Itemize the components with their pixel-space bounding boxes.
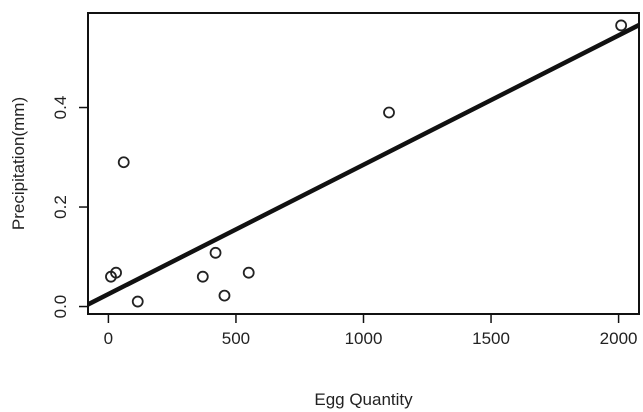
y-axis: 0.0 0.2 0.4 xyxy=(51,96,88,319)
x-axis: 0 500 1000 1500 2000 xyxy=(104,314,638,348)
data-point-5 xyxy=(196,270,209,283)
x-tick-label-1500: 1500 xyxy=(472,329,510,348)
y-tick-label-0.2: 0.2 xyxy=(51,195,70,219)
data-point-2 xyxy=(110,266,122,279)
x-axis-label: Egg Quantity xyxy=(314,390,413,409)
points-layer xyxy=(105,19,628,308)
data-point-3 xyxy=(117,156,130,169)
data-point-7 xyxy=(218,289,231,302)
y-tick-label-0.0: 0.0 xyxy=(51,295,70,319)
fit-line-layer xyxy=(88,23,639,307)
x-tick-label-500: 500 xyxy=(222,329,250,348)
regression-line xyxy=(88,23,639,307)
x-tick-label-2000: 2000 xyxy=(600,329,638,348)
y-tick-label-0.4: 0.4 xyxy=(51,96,70,120)
x-tick-label-1000: 1000 xyxy=(345,329,383,348)
data-point-8 xyxy=(242,266,255,279)
data-point-6 xyxy=(209,246,222,259)
x-tick-label-0: 0 xyxy=(104,329,113,348)
data-point-4 xyxy=(131,295,144,308)
y-axis-label: Precipitation(mm) xyxy=(9,97,28,230)
data-point-10 xyxy=(615,19,628,32)
data-point-9 xyxy=(383,106,395,119)
